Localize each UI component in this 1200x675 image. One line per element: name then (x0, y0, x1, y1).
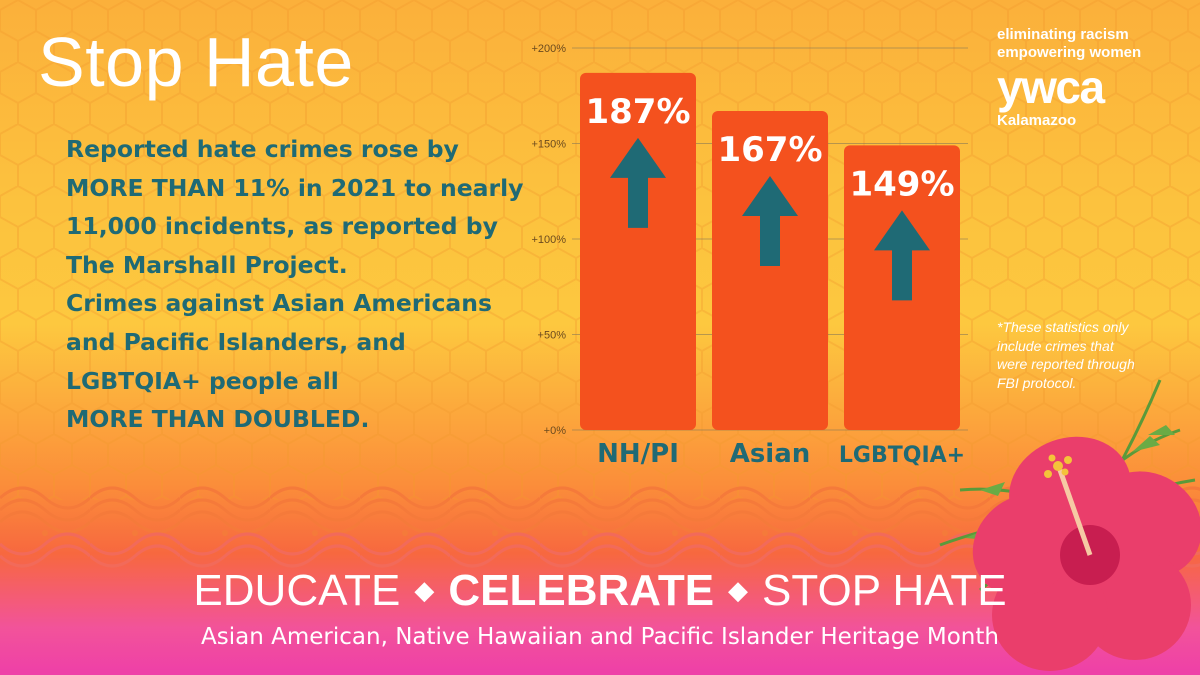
diamond-separator-icon: ◆ (414, 575, 435, 605)
description-line: The Marshall Project. (66, 250, 348, 279)
hate-crime-increase-bar-chart: +0% +50% +100% +150% +200% 187% NH/PI 167% Asian… (531, 43, 968, 469)
description-line: 11,000 incidents, as reported by (66, 212, 498, 241)
bar-value-label: 187% (585, 92, 690, 132)
brand-tagline: eliminating racism (997, 26, 1129, 43)
brand-tagline: empowering women (997, 44, 1142, 61)
y-tick-label: +200% (531, 43, 566, 55)
description-line: Reported hate crimes rose by (66, 135, 459, 163)
heritage-month-subtitle: Asian American, Native Hawaiian and Paci… (201, 624, 999, 650)
bar-value-label: 149% (849, 164, 954, 204)
bar (580, 72, 696, 430)
footer-word-stop-hate: STOP HATE (762, 566, 1007, 615)
footer-word-celebrate: CELEBRATE (448, 566, 715, 615)
up-arrow-icon (742, 176, 798, 267)
category-label: NH/PI (597, 439, 679, 469)
bar (712, 111, 828, 430)
description-line: Crimes against Asian Americans (66, 289, 492, 318)
footnote-line: FBI protocol. (997, 374, 1077, 391)
page-title: Stop Hate (38, 23, 354, 101)
footer-word-educate: EDUCATE (193, 566, 401, 615)
ywca-brand-block: eliminating racism empowering women ywca… (997, 26, 1197, 129)
footer-title: EDUCATE ◆ CELEBRATE ◆ STOP HATE (0, 566, 1200, 616)
description-line: MORE THAN 11% in 2021 to nearly (66, 173, 524, 202)
y-tick-label: +50% (538, 330, 567, 342)
brand-location: Kalamazoo (997, 112, 1077, 129)
description-line: and Pacific Islanders, and (66, 327, 406, 356)
statistics-description: Reported hate crimes rose by MORE THAN 1… (66, 130, 526, 439)
category-label: Asian (730, 439, 811, 469)
hibiscus-pollen (1044, 454, 1072, 478)
footnote: *These statistics only include crimes th… (997, 318, 1169, 392)
hibiscus-flower-illustration (939, 379, 1200, 671)
description-line: MORE THAN DOUBLED. (66, 405, 370, 434)
hibiscus-stamen (1057, 469, 1093, 556)
footnote-line: *These statistics only (997, 319, 1129, 335)
bar-value-label: 167% (717, 130, 822, 170)
y-tick-label: +0% (544, 425, 567, 437)
up-arrow-icon (610, 137, 666, 228)
y-tick-label: +100% (531, 234, 566, 246)
up-arrow-icon (874, 210, 930, 301)
diamond-separator-icon: ◆ (728, 575, 749, 605)
footnote-line: include crimes that (997, 337, 1114, 354)
category-label: LGBTQIA+ (839, 443, 965, 468)
footnote-line: were reported through (997, 356, 1135, 372)
y-tick-label: +150% (531, 139, 566, 151)
ywca-logo: ywca (997, 61, 1105, 113)
description-line: LGBTQIA+ people all (66, 366, 339, 395)
